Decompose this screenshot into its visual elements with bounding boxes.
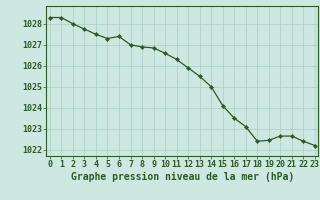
X-axis label: Graphe pression niveau de la mer (hPa): Graphe pression niveau de la mer (hPa) <box>71 172 294 182</box>
